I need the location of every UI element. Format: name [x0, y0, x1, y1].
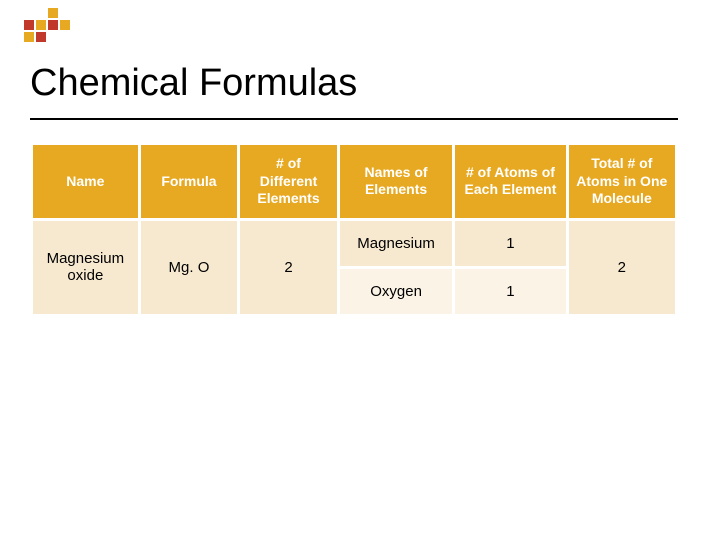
col-header-natoms: # of Atoms of Each Element — [454, 144, 567, 220]
title-underline — [30, 118, 678, 120]
cell-total: 2 — [567, 219, 676, 315]
logo-mark — [24, 8, 70, 42]
table-header-row: Name Formula # of Different Elements Nam… — [32, 144, 677, 220]
cell-element-name: Oxygen — [338, 267, 454, 315]
col-header-total: Total # of Atoms in One Molecule — [567, 144, 676, 220]
col-header-formula: Formula — [139, 144, 238, 220]
cell-element-atoms: 1 — [454, 219, 567, 267]
cell-ndiff: 2 — [239, 219, 339, 315]
cell-element-name: Magnesium — [338, 219, 454, 267]
cell-name: Magnesium oxide — [32, 219, 140, 315]
col-header-names: Names of Elements — [338, 144, 454, 220]
cell-formula: Mg. O — [139, 219, 238, 315]
chemical-formula-table: Name Formula # of Different Elements Nam… — [30, 142, 678, 317]
table-row: Magnesium oxide Mg. O 2 Magnesium 1 2 — [32, 219, 677, 267]
col-header-name: Name — [32, 144, 140, 220]
col-header-ndiff: # of Different Elements — [239, 144, 339, 220]
cell-element-atoms: 1 — [454, 267, 567, 315]
page-title: Chemical Formulas — [30, 62, 357, 105]
